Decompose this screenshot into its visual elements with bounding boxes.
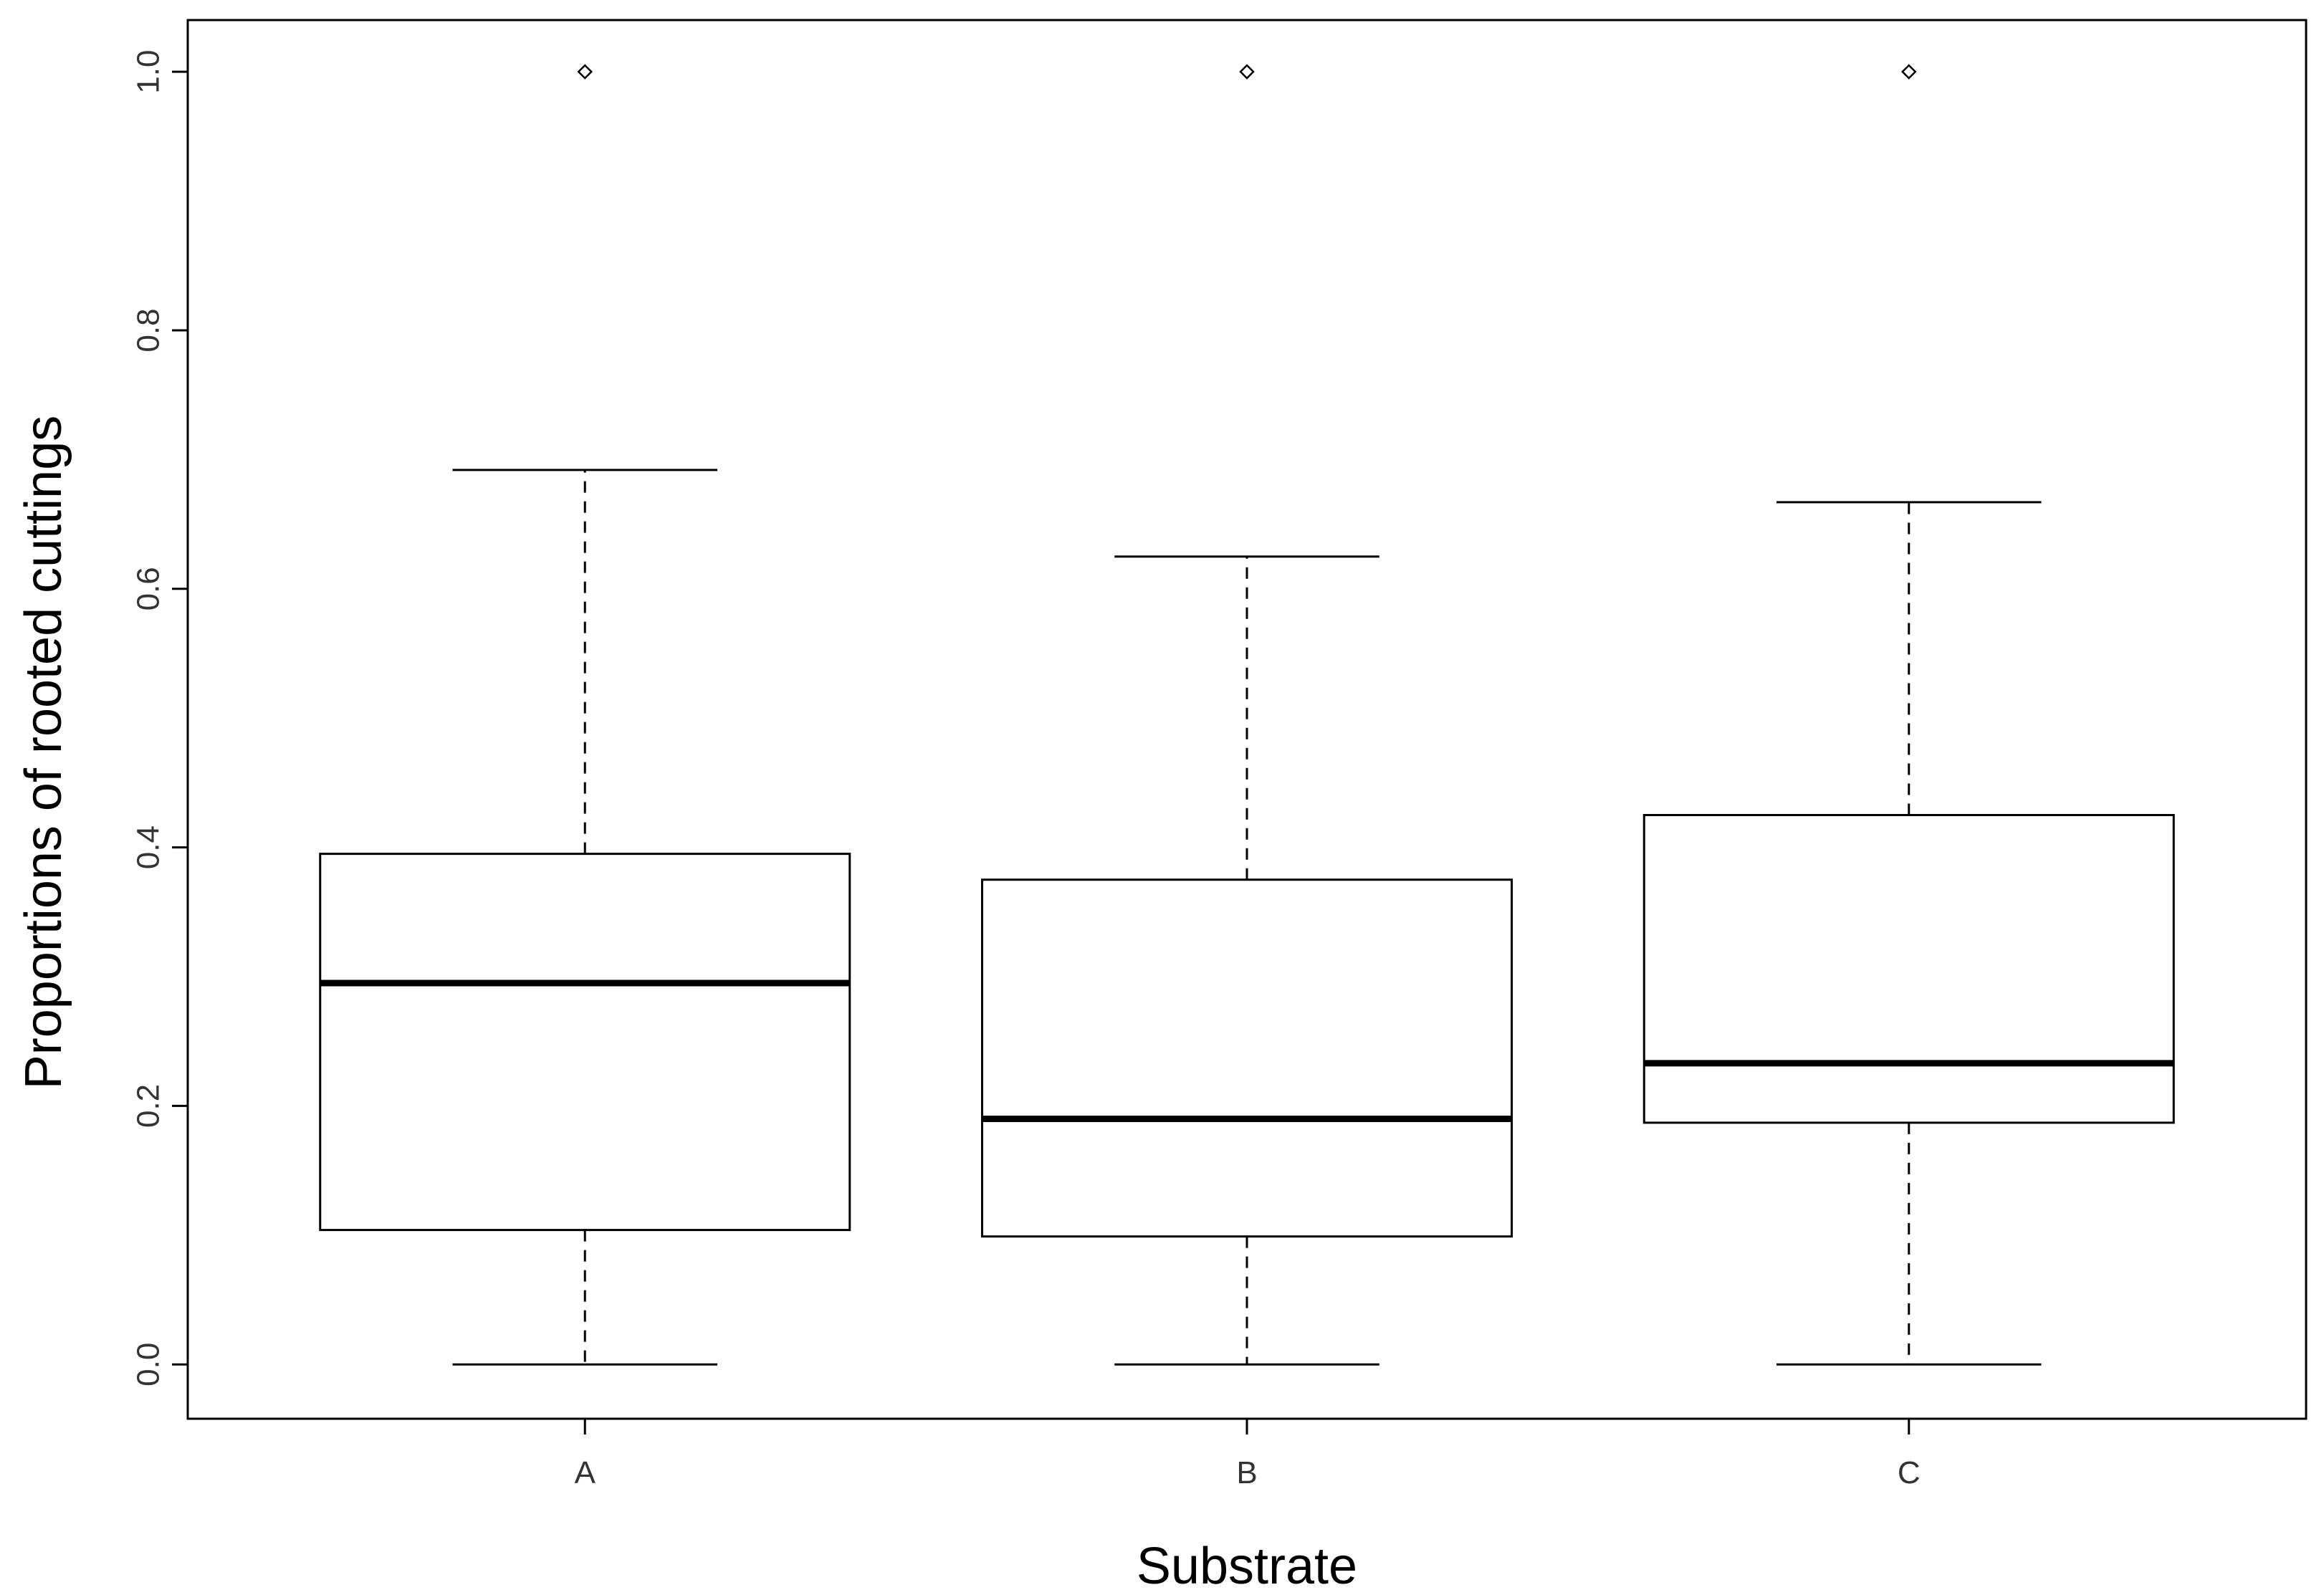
- iqr-box: [1642, 814, 2175, 1124]
- outlier-point: [1239, 64, 1255, 80]
- x-axis-title: Substrate: [1137, 1538, 1357, 1595]
- y-tick-label: 0.6: [131, 567, 166, 610]
- y-axis: 0.0 0.2 0.4 0.6 0.8 1.0: [131, 50, 189, 1386]
- boxes: [319, 64, 2175, 1366]
- x-tick-label: B: [1236, 1455, 1257, 1490]
- x-axis: A B C: [575, 1417, 1921, 1490]
- x-tick-label: C: [1898, 1455, 1921, 1490]
- box-b: [981, 64, 1513, 1366]
- outlier-point: [577, 64, 593, 80]
- outlier-point: [1900, 64, 1917, 80]
- iqr-box: [981, 878, 1513, 1238]
- box-c: [1642, 64, 2175, 1366]
- y-tick-label: 1.0: [131, 50, 166, 94]
- y-tick-label: 0.2: [131, 1084, 166, 1128]
- y-tick-label: 0.8: [131, 308, 166, 352]
- box-a: [319, 64, 851, 1366]
- y-tick-label: 0.0: [131, 1343, 166, 1386]
- y-axis-title: Proportions of rooted cuttings: [15, 416, 72, 1090]
- x-tick-label: A: [575, 1455, 596, 1490]
- y-tick-label: 0.4: [131, 825, 166, 869]
- iqr-box: [319, 853, 851, 1232]
